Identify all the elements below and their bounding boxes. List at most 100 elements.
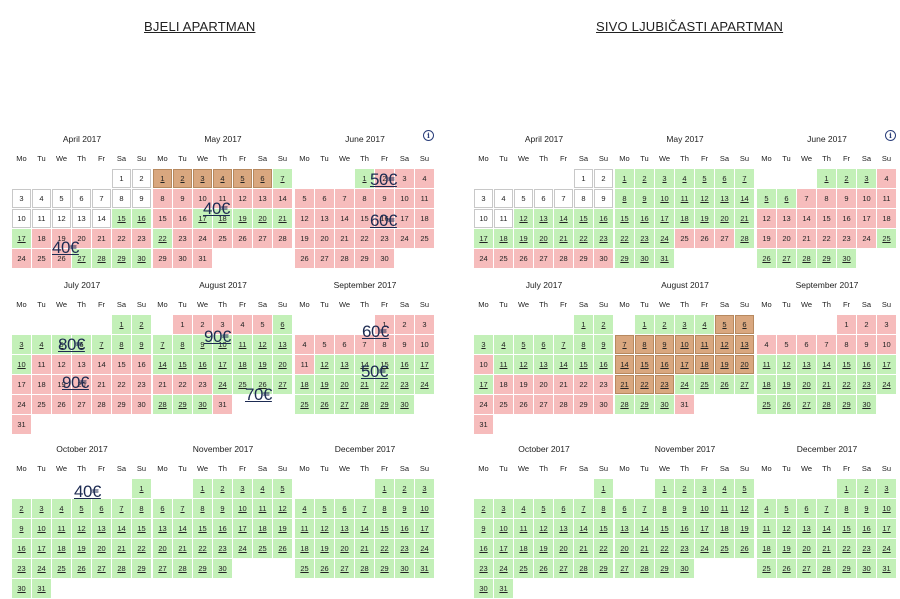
day-cell[interactable]: 1 <box>375 479 394 498</box>
day-cell[interactable]: 18 <box>253 519 272 538</box>
day-cell[interactable]: 8 <box>375 499 394 518</box>
day-cell[interactable]: 9 <box>857 499 876 518</box>
day-cell[interactable]: 4 <box>675 169 694 188</box>
day-cell[interactable]: 31 <box>877 559 896 578</box>
day-cell[interactable]: 12 <box>735 499 754 518</box>
day-cell[interactable]: 6 <box>534 335 553 354</box>
day-cell[interactable]: 28 <box>92 249 111 268</box>
day-cell[interactable]: 12 <box>253 335 272 354</box>
day-cell[interactable]: 15 <box>375 519 394 538</box>
day-cell[interactable]: 25 <box>295 559 314 578</box>
day-cell[interactable]: 4 <box>514 499 533 518</box>
day-cell[interactable]: 20 <box>273 355 292 374</box>
day-cell[interactable]: 27 <box>797 395 816 414</box>
day-cell[interactable]: 22 <box>837 539 856 558</box>
day-cell[interactable]: 9 <box>132 335 151 354</box>
day-cell[interactable]: 24 <box>494 559 513 578</box>
day-cell[interactable]: 19 <box>777 375 796 394</box>
day-cell[interactable]: 4 <box>253 479 272 498</box>
day-cell[interactable]: 14 <box>153 355 172 374</box>
day-cell[interactable]: 21 <box>635 539 654 558</box>
day-cell[interactable]: 9 <box>635 189 654 208</box>
day-cell[interactable]: 30 <box>193 395 212 414</box>
day-cell[interactable]: 31 <box>655 249 674 268</box>
day-cell[interactable]: 8 <box>615 189 634 208</box>
day-cell[interactable]: 7 <box>355 499 374 518</box>
day-cell[interactable]: 27 <box>615 559 634 578</box>
day-cell[interactable]: 16 <box>395 519 414 538</box>
day-cell[interactable]: 26 <box>315 395 334 414</box>
day-cell[interactable]: 30 <box>675 559 694 578</box>
day-cell[interactable]: 28 <box>112 559 131 578</box>
day-cell[interactable]: 28 <box>355 559 374 578</box>
day-cell[interactable]: 28 <box>817 395 836 414</box>
day-cell[interactable]: 19 <box>253 355 272 374</box>
day-cell[interactable]: 21 <box>615 375 634 394</box>
day-cell[interactable]: 9 <box>675 499 694 518</box>
day-cell[interactable]: 21 <box>355 539 374 558</box>
day-cell[interactable]: 16 <box>635 209 654 228</box>
day-cell[interactable]: 4 <box>494 335 513 354</box>
day-cell[interactable]: 23 <box>675 539 694 558</box>
day-cell[interactable]: 6 <box>715 169 734 188</box>
day-cell[interactable]: 10 <box>12 355 31 374</box>
day-cell[interactable]: 22 <box>132 539 151 558</box>
day-cell[interactable]: 5 <box>534 499 553 518</box>
day-cell[interactable]: 12 <box>534 519 553 538</box>
day-cell[interactable]: 29 <box>817 249 836 268</box>
day-cell[interactable]: 2 <box>132 315 151 334</box>
day-cell[interactable]: 25 <box>52 559 71 578</box>
day-cell[interactable]: 2 <box>213 479 232 498</box>
day-cell[interactable]: 21 <box>574 539 593 558</box>
day-cell[interactable]: 19 <box>233 209 252 228</box>
day-cell[interactable]: 11 <box>494 355 513 374</box>
day-cell[interactable]: 2 <box>474 499 493 518</box>
day-cell[interactable]: 22 <box>574 229 593 248</box>
day-cell[interactable]: 9 <box>193 335 212 354</box>
day-cell[interactable]: 18 <box>52 539 71 558</box>
day-cell[interactable]: 17 <box>32 539 51 558</box>
day-cell[interactable]: 14 <box>554 355 573 374</box>
day-cell[interactable]: 28 <box>153 395 172 414</box>
day-cell[interactable]: 29 <box>655 559 674 578</box>
day-cell[interactable]: 30 <box>857 395 876 414</box>
day-cell[interactable]: 7 <box>554 335 573 354</box>
day-cell[interactable]: 2 <box>12 499 31 518</box>
day-cell[interactable]: 17 <box>695 519 714 538</box>
day-cell[interactable]: 16 <box>12 539 31 558</box>
day-cell[interactable]: 27 <box>797 559 816 578</box>
day-cell[interactable]: 23 <box>655 375 674 394</box>
day-cell[interactable]: 3 <box>695 479 714 498</box>
day-cell[interactable]: 1 <box>594 479 613 498</box>
day-cell[interactable]: 13 <box>534 355 553 374</box>
day-cell[interactable]: 6 <box>735 315 754 334</box>
day-cell[interactable]: 17 <box>415 519 434 538</box>
day-cell[interactable]: 27 <box>92 559 111 578</box>
day-cell[interactable]: 26 <box>777 559 796 578</box>
day-cell[interactable]: 2 <box>655 315 674 334</box>
day-cell[interactable]: 29 <box>615 249 634 268</box>
day-cell[interactable]: 5 <box>757 189 776 208</box>
day-cell[interactable]: 30 <box>132 249 151 268</box>
day-cell[interactable]: 4 <box>52 499 71 518</box>
day-cell[interactable]: 21 <box>355 375 374 394</box>
day-cell[interactable]: 26 <box>315 559 334 578</box>
day-cell[interactable]: 19 <box>72 539 91 558</box>
day-cell[interactable]: 16 <box>193 355 212 374</box>
day-cell[interactable]: 5 <box>715 315 734 334</box>
day-cell[interactable]: 10 <box>32 519 51 538</box>
day-cell[interactable]: 17 <box>474 375 493 394</box>
day-cell[interactable]: 6 <box>153 499 172 518</box>
day-cell[interactable]: 15 <box>193 519 212 538</box>
day-cell[interactable]: 22 <box>635 375 654 394</box>
day-cell[interactable]: 13 <box>715 189 734 208</box>
day-cell[interactable]: 13 <box>92 519 111 538</box>
day-cell[interactable]: 28 <box>574 559 593 578</box>
day-cell[interactable]: 3 <box>675 315 694 334</box>
day-cell[interactable]: 24 <box>233 539 252 558</box>
day-cell[interactable]: 23 <box>395 375 414 394</box>
day-cell[interactable]: 14 <box>355 355 374 374</box>
day-cell[interactable]: 16 <box>213 519 232 538</box>
day-cell[interactable]: 17 <box>655 209 674 228</box>
day-cell[interactable]: 7 <box>615 335 634 354</box>
